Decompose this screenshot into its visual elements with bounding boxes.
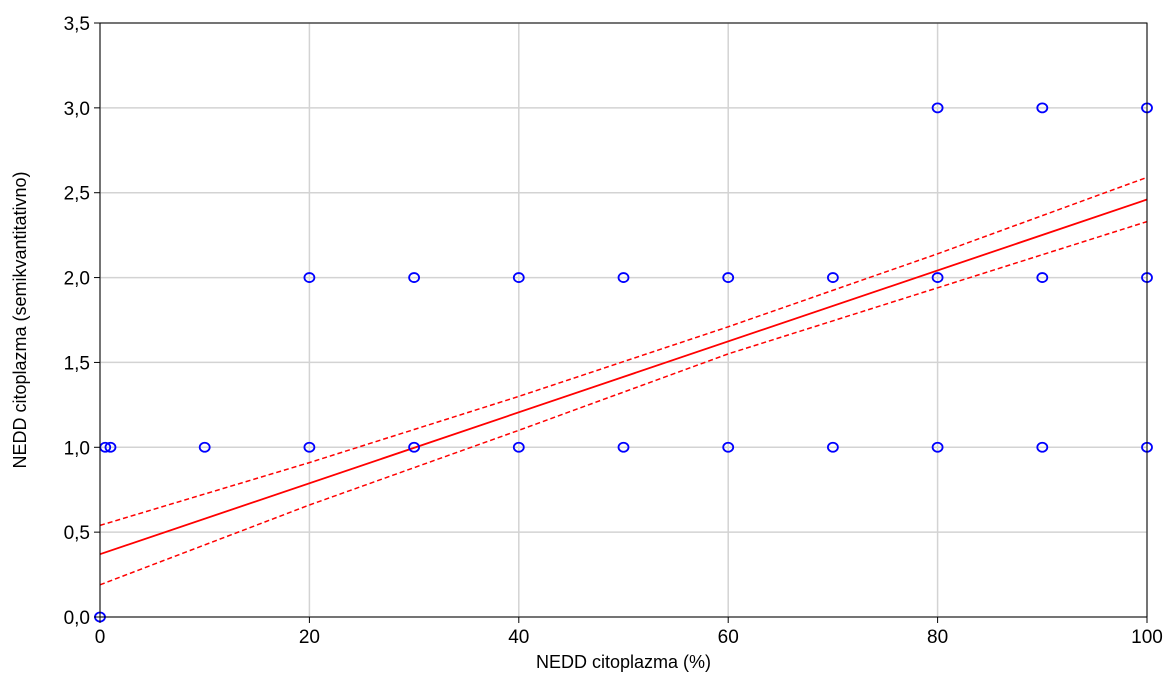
y-tick-label: 3,0	[64, 99, 90, 120]
y-tick-label: 0,5	[64, 523, 90, 544]
y-tick-label: 1,5	[64, 353, 90, 374]
data-point	[931, 441, 944, 453]
y-tick-label: 3,5	[64, 14, 90, 35]
y-axis-title: NEDD citoplazma (semikvantitativno)	[10, 171, 30, 468]
x-tick-label: 60	[718, 627, 739, 648]
data-point	[303, 272, 316, 283]
data-point	[827, 441, 839, 453]
plot-frame	[99, 22, 1148, 618]
regression-line	[99, 198, 1148, 556]
data-point	[1036, 441, 1049, 453]
confidence-bands	[99, 176, 1148, 586]
grid-lines	[99, 22, 1148, 618]
data-point	[1036, 272, 1049, 283]
data-point	[617, 441, 630, 453]
data-point	[104, 441, 117, 453]
y-tick-label: 1,0	[64, 438, 90, 459]
x-tick-label: 100	[1131, 627, 1163, 648]
x-tick-label: 20	[299, 627, 320, 648]
upper-confidence-band	[99, 176, 1148, 527]
data-point	[303, 441, 316, 453]
data-point	[512, 272, 525, 283]
data-point	[722, 272, 735, 283]
regression-line-group	[99, 198, 1148, 556]
data-point	[512, 441, 525, 453]
y-tick-label: 2,0	[64, 269, 90, 290]
data-point	[617, 272, 630, 283]
data-point	[1036, 102, 1049, 114]
y-tick-label: 0,0	[64, 608, 90, 629]
lower-confidence-band	[99, 220, 1148, 586]
x-axis-ticks: 0 20 40 60 80 100	[95, 617, 1163, 648]
data-point	[722, 441, 735, 453]
data-point	[408, 272, 421, 283]
data-point	[931, 102, 944, 114]
x-tick-label: 80	[927, 627, 948, 648]
data-point	[827, 272, 839, 283]
x-tick-label: 40	[508, 627, 529, 648]
x-tick-label: 0	[95, 627, 106, 648]
x-axis-title: NEDD citoplazma (%)	[536, 652, 711, 672]
data-point	[198, 441, 211, 453]
data-point	[931, 272, 944, 283]
y-tick-label: 2,5	[64, 184, 90, 205]
y-axis-ticks: 0,0 0,5 1,0 1,5 2,0 2,5 3,0 3,5	[64, 14, 100, 629]
data-point	[408, 441, 421, 453]
